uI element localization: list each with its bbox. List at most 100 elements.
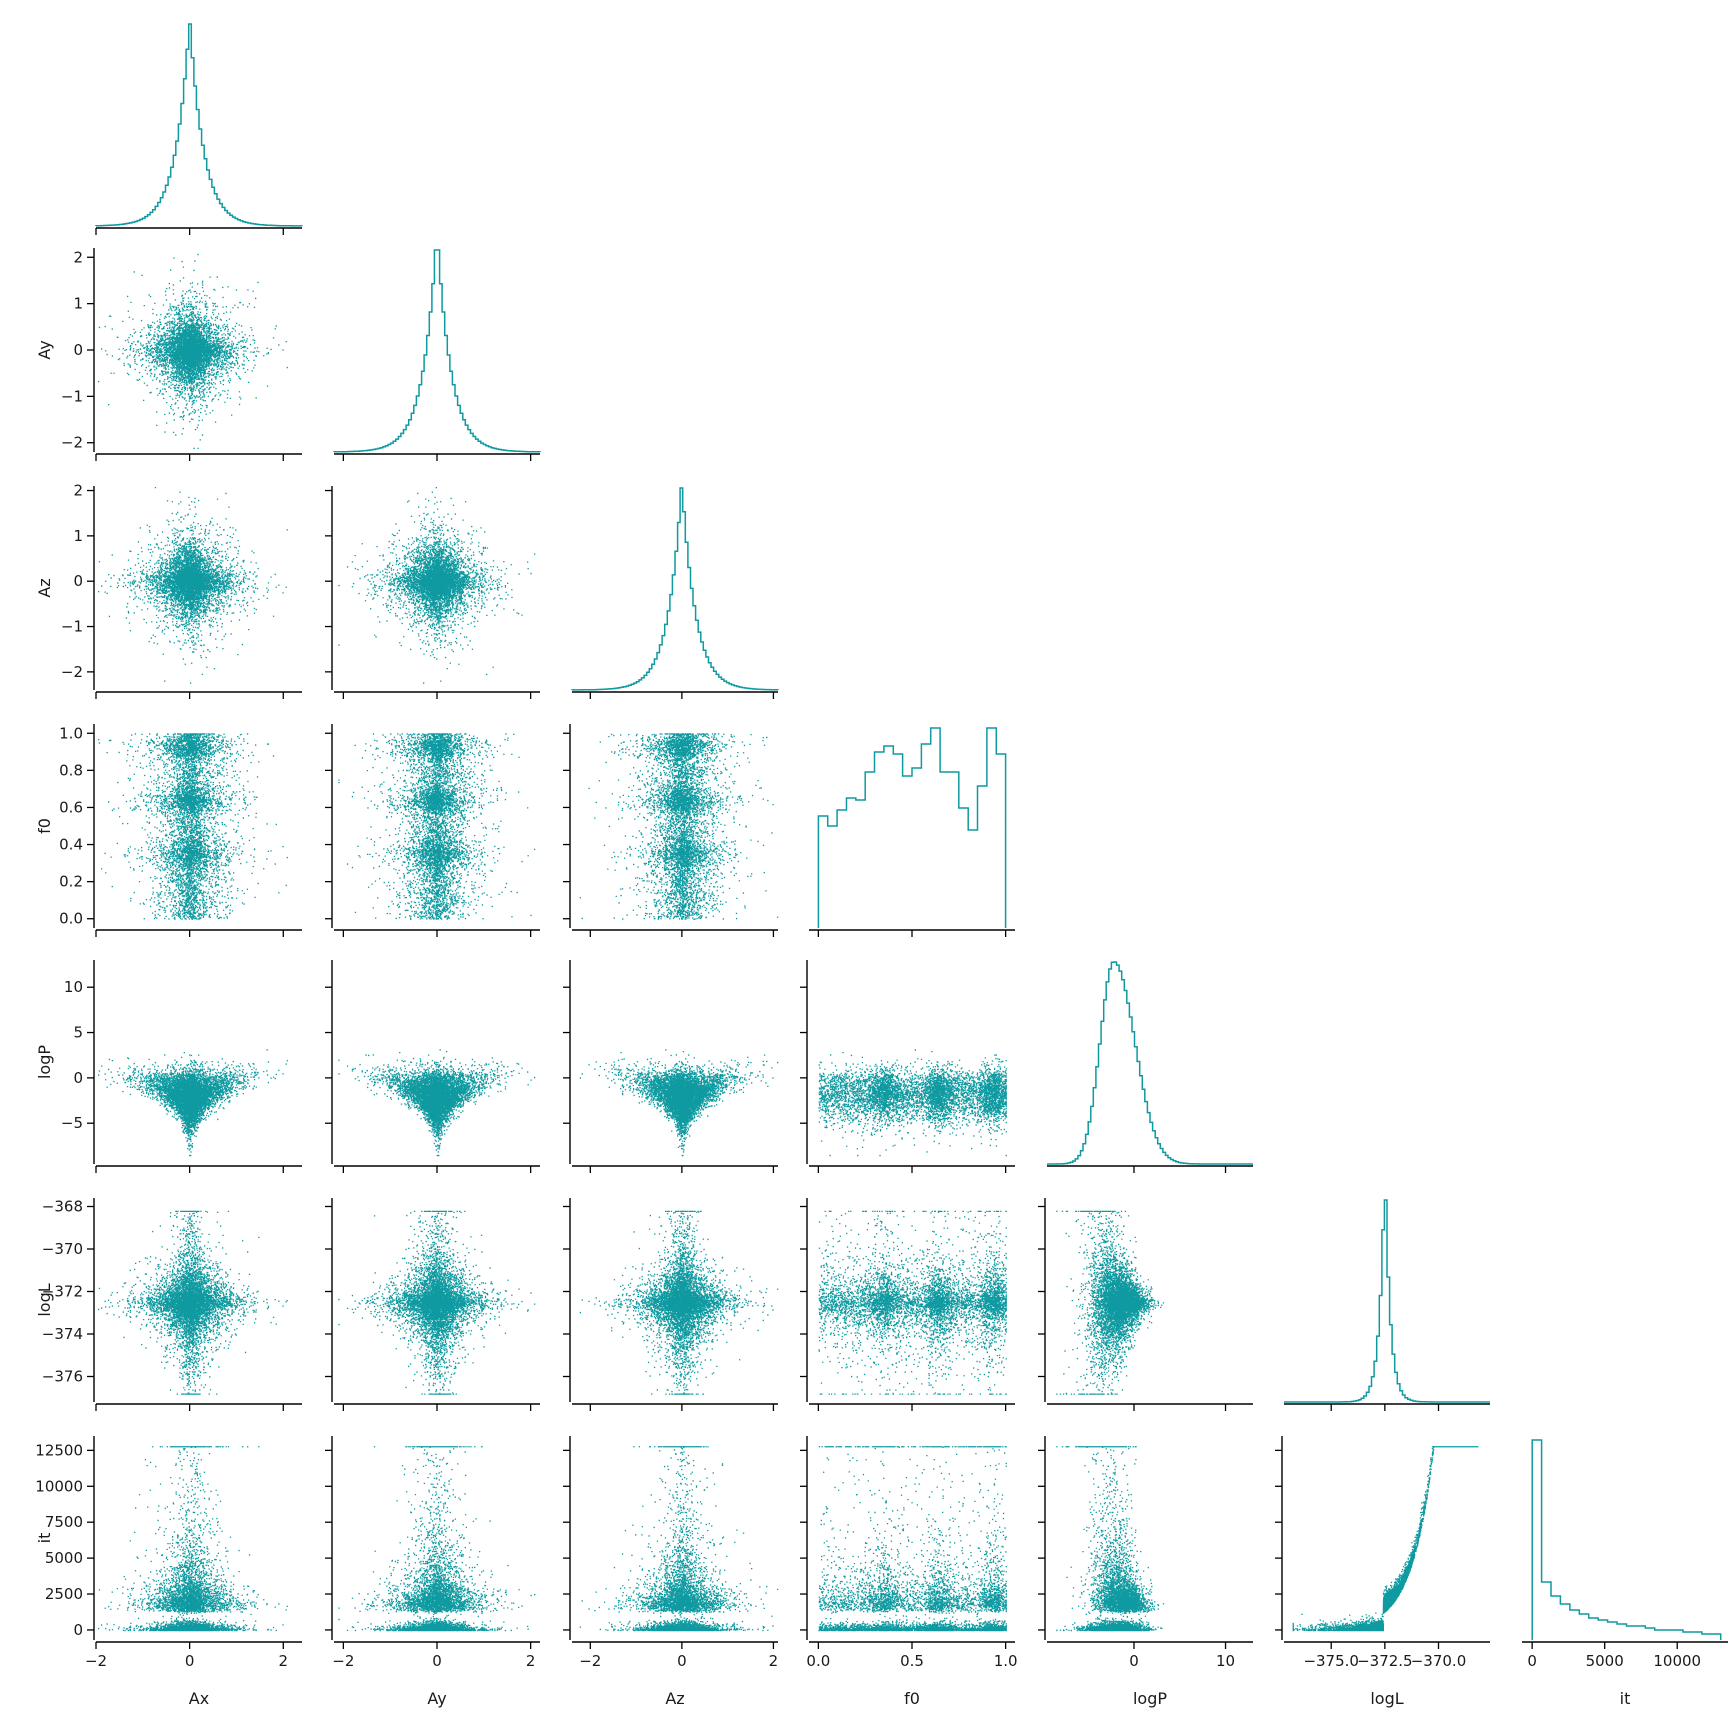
scatter-points — [579, 733, 779, 920]
y-tick-label: 0 — [73, 341, 83, 359]
x-tick-label: −370.0 — [1411, 1652, 1467, 1670]
histogram-Ay — [333, 249, 541, 453]
scatter-points — [818, 1446, 1007, 1632]
x-tick-label: 5000 — [1586, 1652, 1624, 1670]
hist-panel-f0 — [817, 727, 1007, 928]
x-tick-label: 2 — [278, 1652, 288, 1670]
scatter-points — [818, 1210, 1007, 1395]
scatter-points — [98, 1210, 288, 1395]
scatter-panel-Ax-Az — [98, 487, 288, 684]
hist-panel-Ax — [95, 23, 303, 227]
y-tick-label: 12500 — [35, 1441, 83, 1459]
scatter-panel-f0-it — [818, 1446, 1007, 1632]
x-tick-label: −2 — [332, 1652, 354, 1670]
scatter-panel-f0-logL — [818, 1210, 1007, 1395]
scatter-panel-Ax-logL — [98, 1210, 288, 1395]
y-tick-label: 5000 — [45, 1549, 83, 1567]
scatter-points — [1056, 1210, 1165, 1395]
y-tick-label: −2 — [61, 434, 83, 452]
scatter-points — [98, 1049, 288, 1157]
x-tick-label: 10000 — [1653, 1652, 1701, 1670]
y-tick-label: 7500 — [45, 1513, 83, 1531]
x-tick-label: 0.0 — [806, 1652, 830, 1670]
y-tick-label: 0 — [73, 1621, 83, 1639]
x-tick-label: 1.0 — [994, 1652, 1018, 1670]
scatter-panel-Az-f0 — [579, 733, 779, 920]
x-axis-title-logP: logP — [1133, 1689, 1167, 1708]
y-axis-title-Az: Az — [35, 578, 54, 597]
scatter-points — [338, 1446, 536, 1632]
x-axis-title-Ax: Ax — [189, 1689, 209, 1708]
x-tick-label: 0 — [1527, 1652, 1537, 1670]
scatter-points — [1292, 1446, 1479, 1632]
x-tick-label: −2 — [85, 1652, 107, 1670]
scatter-panel-Ax-Ay — [98, 253, 288, 449]
scatter-panel-Ay-f0 — [338, 733, 536, 920]
scatter-points — [579, 1210, 779, 1395]
scatter-panel-Ay-logP — [338, 1049, 536, 1157]
y-tick-label: 2 — [73, 482, 83, 500]
scatter-points — [98, 1446, 288, 1632]
x-axis-title-logL: logL — [1370, 1689, 1403, 1708]
scatter-panel-Ay-it — [338, 1446, 536, 1632]
y-axis-title-logL: logL — [35, 1283, 54, 1316]
scatter-panel-Az-it — [579, 1446, 779, 1632]
x-tick-label: −375.0 — [1303, 1652, 1359, 1670]
y-tick-label: −1 — [61, 387, 83, 405]
histogram-Ax — [95, 23, 303, 227]
scatter-points — [338, 733, 536, 920]
x-tick-label: 0 — [1129, 1652, 1139, 1670]
y-tick-label: −1 — [61, 618, 83, 636]
scatter-panel-Ax-logP — [98, 1049, 288, 1157]
y-tick-label: −374 — [42, 1325, 83, 1343]
y-tick-label: 1 — [73, 295, 83, 313]
scatter-panel-f0-logP — [818, 1049, 1007, 1157]
histogram-f0 — [817, 727, 1007, 928]
x-axis-title-it: it — [1620, 1689, 1631, 1708]
scatter-points — [98, 487, 288, 684]
y-axis-title-logP: logP — [35, 1045, 54, 1079]
histogram-Az — [571, 487, 779, 691]
scatter-points — [338, 1049, 536, 1157]
scatter-panel-Ay-Az — [338, 487, 536, 684]
scatter-points — [1056, 1446, 1165, 1632]
y-tick-label: 0.6 — [59, 798, 83, 816]
y-axis-title-Ay: Ay — [35, 340, 54, 359]
scatter-panel-Ay-logL — [338, 1210, 536, 1395]
hist-panel-logL — [1284, 1199, 1490, 1403]
hist-panel-it — [1531, 1439, 1722, 1640]
x-tick-label: 0 — [677, 1652, 687, 1670]
scatter-panel-Ax-it — [98, 1446, 288, 1632]
x-axis-title-Ay: Ay — [427, 1689, 446, 1708]
y-tick-label: −372 — [42, 1283, 83, 1301]
x-tick-label: 0 — [432, 1652, 442, 1670]
x-tick-label: −372.5 — [1357, 1652, 1413, 1670]
y-tick-label: 10000 — [35, 1477, 83, 1495]
x-tick-label: −2 — [579, 1652, 601, 1670]
y-tick-label: 5 — [73, 1024, 83, 1042]
y-tick-label: 0.2 — [59, 873, 83, 891]
scatter-panel-Az-logL — [579, 1210, 779, 1395]
x-tick-label: 10 — [1216, 1652, 1235, 1670]
scatter-points — [818, 1049, 1007, 1157]
scatter-panel-logP-it — [1056, 1446, 1165, 1632]
scatter-points — [98, 733, 288, 920]
scatter-panel-Az-logP — [579, 1049, 779, 1157]
scatter-panel-Ax-f0 — [98, 733, 288, 920]
y-tick-label: 10 — [64, 978, 83, 996]
y-tick-label: 0.8 — [59, 761, 83, 779]
scatter-points — [98, 253, 288, 449]
scatter-points — [338, 1210, 536, 1395]
hist-panel-logP — [1047, 961, 1253, 1165]
y-tick-label: 1.0 — [59, 724, 83, 742]
histogram-it — [1531, 1439, 1722, 1640]
scatter-panel-logP-logL — [1056, 1210, 1165, 1395]
scatter-panel-logL-it — [1292, 1446, 1479, 1632]
y-axis-title-f0: f0 — [35, 818, 54, 834]
hist-panel-Ay — [333, 249, 541, 453]
scatter-points — [338, 487, 536, 684]
scatter-points — [579, 1049, 779, 1157]
y-tick-label: −368 — [42, 1198, 83, 1216]
y-tick-label: 2 — [73, 248, 83, 266]
